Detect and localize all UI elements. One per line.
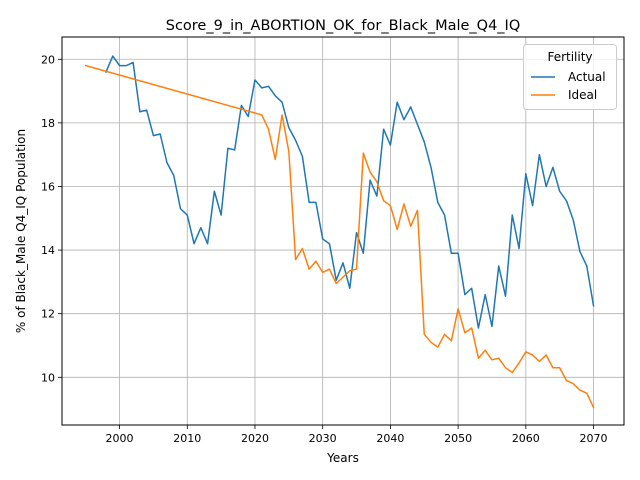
series-line-ideal (84, 64, 595, 409)
legend-label-ideal: Ideal (568, 88, 597, 102)
legend-label-actual: Actual (568, 70, 606, 84)
x-axis-label: Years (326, 451, 359, 465)
axis-ticks: 2000 2010 2020 2030 2040 2050 2060 2070 10 12 14 16… (41, 53, 608, 445)
x-tick-label: 2020 (241, 432, 269, 445)
x-tick-label: 2030 (309, 432, 337, 445)
y-tick-label: 16 (41, 180, 55, 193)
y-axis-label: % of Black_Male Q4_IQ Population (14, 129, 28, 333)
y-tick-label: 10 (41, 371, 55, 384)
x-tick-label: 2060 (512, 432, 540, 445)
legend-title: Fertility (547, 50, 592, 64)
x-tick-label: 2050 (444, 432, 472, 445)
legend: Fertility Actual Ideal (523, 44, 617, 110)
chart-title: Score_9_in_ABORTION_OK_for_Black_Male_Q4… (166, 18, 521, 34)
y-tick-label: 12 (41, 308, 55, 321)
x-tick-label: 2000 (106, 432, 134, 445)
y-tick-label: 14 (41, 244, 55, 257)
y-tick-label: 20 (41, 53, 55, 66)
x-tick-label: 2040 (376, 432, 404, 445)
y-tick-label: 18 (41, 117, 55, 130)
series-lines (84, 55, 595, 409)
x-tick-label: 2070 (580, 432, 608, 445)
x-tick-label: 2010 (173, 432, 201, 445)
legend-box (523, 44, 617, 110)
plot-frame (61, 36, 625, 426)
series-line-actual (105, 55, 595, 329)
